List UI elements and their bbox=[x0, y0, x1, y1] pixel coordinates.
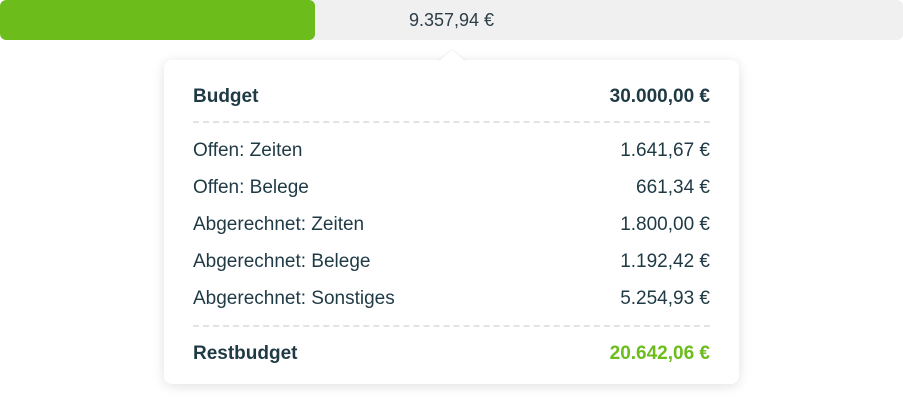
divider-bottom bbox=[193, 325, 710, 327]
item-label: Abgerechnet: Belege bbox=[193, 251, 371, 272]
divider-top bbox=[193, 121, 710, 123]
item-value: 661,34 € bbox=[636, 177, 710, 198]
budget-row: Budget 30.000,00 € bbox=[193, 84, 710, 110]
remaining-budget-row: Restbudget 20.642,06 € bbox=[193, 341, 710, 367]
item-value: 1.800,00 € bbox=[620, 214, 710, 235]
progress-fill bbox=[0, 0, 315, 40]
remaining-budget-label: Restbudget bbox=[193, 343, 298, 364]
budget-progress-bar[interactable]: 9.357,94 € bbox=[0, 0, 903, 40]
item-label: Abgerechnet: Zeiten bbox=[193, 214, 365, 235]
list-item: Offen: Belege 661,34 € bbox=[193, 175, 710, 201]
progress-label: 9.357,94 € bbox=[408, 10, 495, 30]
item-value: 1.641,67 € bbox=[620, 140, 710, 161]
budget-label: Budget bbox=[193, 86, 259, 107]
budget-value: 30.000,00 € bbox=[609, 86, 710, 107]
list-item: Abgerechnet: Zeiten 1.800,00 € bbox=[193, 212, 710, 238]
list-item: Abgerechnet: Sonstiges 5.254,93 € bbox=[193, 286, 710, 312]
list-item: Abgerechnet: Belege 1.192,42 € bbox=[193, 249, 710, 275]
list-item: Offen: Zeiten 1.641,67 € bbox=[193, 138, 710, 164]
remaining-budget-value: 20.642,06 € bbox=[609, 343, 710, 364]
popover-pointer bbox=[438, 50, 466, 62]
item-label: Abgerechnet: Sonstiges bbox=[193, 288, 395, 309]
item-label: Offen: Zeiten bbox=[193, 140, 303, 161]
item-value: 1.192,42 € bbox=[620, 251, 710, 272]
budget-popover: Budget 30.000,00 € Offen: Zeiten 1.641,6… bbox=[164, 60, 739, 384]
item-value: 5.254,93 € bbox=[620, 288, 710, 309]
item-label: Offen: Belege bbox=[193, 177, 309, 198]
